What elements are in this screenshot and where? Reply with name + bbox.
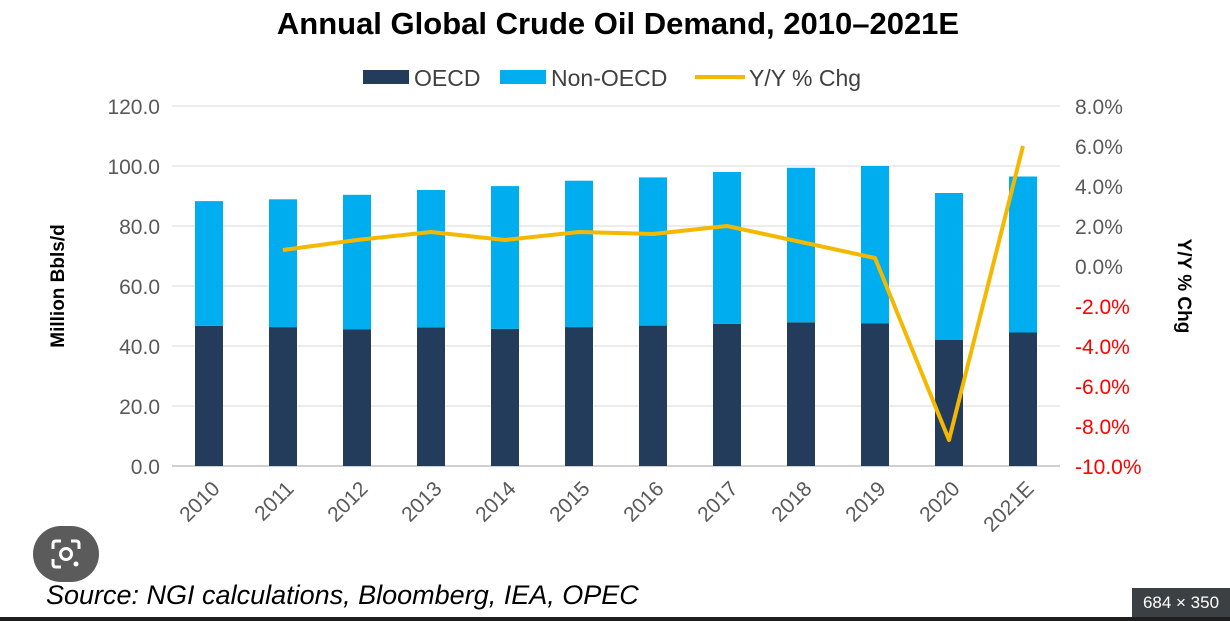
y2-tick-label: -4.0% — [1075, 336, 1130, 359]
bar-oecd-2013 — [417, 327, 445, 466]
yy-point-2016 — [652, 233, 654, 235]
bar-non-oecd-2017 — [713, 172, 741, 324]
x-tick-label: 2021E — [979, 477, 1038, 536]
yy-point-2021E — [1022, 145, 1024, 147]
x-axis-ticks: 2010 2011 2012 2013 2014 2015 2016 2017 2018 2019… — [175, 477, 1038, 536]
bar-non-oecd-2014 — [491, 186, 519, 329]
y2-tick-label: -8.0% — [1075, 416, 1130, 439]
y-tick-label: 80.0 — [119, 216, 160, 239]
yy-point-2017 — [726, 225, 728, 227]
y-tick-label: 60.0 — [119, 276, 160, 299]
right-axis-ticks: -10.0% -8.0% -6.0% -4.0% -2.0% 0.0% 2.0% 4.0% 6.… — [1075, 96, 1142, 479]
x-tick-label: 2015 — [545, 477, 594, 526]
legend-label-non-oecd: Non-OECD — [551, 65, 667, 91]
x-tick-label: 2012 — [323, 477, 372, 526]
bar-oecd-2015 — [565, 327, 593, 466]
bar-oecd-2017 — [713, 323, 741, 466]
x-tick-label: 2017 — [693, 477, 742, 526]
image-dimensions-badge: 684 × 350 — [1132, 588, 1230, 618]
chart-legend: OECD Non-OECD Y/Y % Chg — [363, 65, 861, 91]
y2-tick-label: 6.0% — [1075, 136, 1123, 159]
source-note: Source: NGI calculations, Bloomberg, IEA… — [46, 580, 639, 610]
bar-non-oecd-2010 — [195, 201, 223, 326]
bar-oecd-2016 — [639, 325, 667, 466]
yy-point-2019 — [874, 257, 876, 259]
x-tick-label: 2013 — [397, 477, 446, 526]
x-tick-label: 2016 — [619, 477, 668, 526]
y2-axis-label: Y/Y % Chg — [1173, 239, 1194, 334]
bar-oecd-2019 — [861, 323, 889, 466]
x-tick-label: 2018 — [767, 477, 816, 526]
yy-point-2014 — [504, 239, 506, 241]
bar-non-oecd-2019 — [861, 166, 889, 324]
bar-oecd-2018 — [787, 322, 815, 466]
bar-non-oecd-2016 — [639, 177, 667, 326]
bar-non-oecd-2015 — [565, 180, 593, 328]
yy-point-2012 — [356, 239, 358, 241]
bar-non-oecd-2011 — [269, 199, 297, 328]
y-tick-label: 100.0 — [107, 156, 160, 179]
y2-tick-label: 0.0% — [1075, 256, 1123, 279]
bar-oecd-2010 — [195, 325, 223, 466]
yy-point-2015 — [578, 231, 580, 233]
bar-oecd-2012 — [343, 329, 371, 466]
x-tick-label: 2010 — [175, 477, 224, 526]
yy-line-series — [282, 145, 1025, 442]
google-lens-icon — [51, 539, 81, 569]
legend-swatch-non-oecd — [500, 70, 546, 84]
x-tick-label: 2020 — [915, 477, 964, 526]
y-tick-label: 0.0 — [131, 456, 160, 479]
yy-point-2018 — [800, 241, 802, 243]
google-lens-button[interactable] — [33, 526, 99, 582]
bar-non-oecd-2012 — [343, 194, 371, 330]
y-tick-label: 40.0 — [119, 336, 160, 359]
y2-tick-label: -6.0% — [1075, 376, 1130, 399]
legend-swatch-oecd — [363, 70, 409, 84]
chart-title: Annual Global Crude Oil Demand, 2010–202… — [277, 6, 959, 41]
y2-tick-label: 4.0% — [1075, 176, 1123, 199]
y2-tick-label: -10.0% — [1075, 456, 1142, 479]
bar-non-oecd-2020 — [935, 193, 963, 340]
bar-oecd-2014 — [491, 328, 519, 466]
yy-point-2020 — [948, 439, 950, 441]
bar-non-oecd-2013 — [417, 190, 445, 328]
y2-tick-label: -2.0% — [1075, 296, 1130, 319]
frame-border — [0, 617, 1230, 621]
yy-point-2013 — [430, 231, 432, 233]
legend-label-oecd: OECD — [414, 65, 480, 91]
bar-oecd-2011 — [269, 327, 297, 466]
y2-tick-label: 8.0% — [1075, 96, 1123, 119]
bar-series — [195, 166, 1037, 466]
y2-tick-label: 2.0% — [1075, 216, 1123, 239]
legend-label-yy: Y/Y % Chg — [749, 65, 861, 91]
left-axis-ticks: 0.0 20.0 40.0 60.0 80.0 100.0 120.0 — [107, 96, 160, 479]
yy-point-2011 — [282, 249, 284, 251]
x-tick-label: 2011 — [250, 477, 298, 525]
bar-non-oecd-2021E — [1009, 176, 1037, 333]
bar-oecd-2021E — [1009, 332, 1037, 466]
gridlines — [172, 105, 1060, 467]
x-tick-label: 2014 — [471, 477, 521, 527]
x-tick-label: 2019 — [841, 477, 890, 526]
y-tick-label: 20.0 — [119, 396, 160, 419]
y-axis-label: Million Bbls/d — [48, 224, 69, 348]
y-tick-label: 120.0 — [107, 96, 160, 119]
